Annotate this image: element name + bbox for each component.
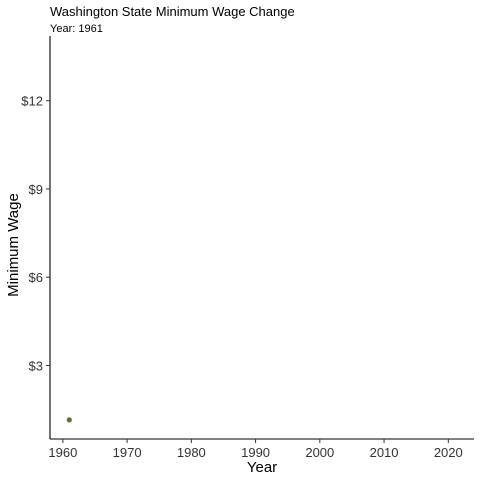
x-tick-label: 1990 [241,445,270,460]
y-tick-label: $12 [21,94,43,109]
y-tick-label: $9 [29,182,43,197]
x-axis-ticks: 1960 1970 1980 1990 2000 2010 2020 [48,439,463,460]
x-axis-title: Year [247,459,277,476]
x-tick-label: 2020 [434,445,463,460]
x-tick-label: 1960 [48,445,77,460]
chart-subtitle: Year: 1961 [50,23,103,35]
x-tick-label: 2000 [305,445,334,460]
x-tick-label: 2010 [370,445,399,460]
y-tick-label: $6 [29,270,43,285]
x-tick-label: 1980 [177,445,206,460]
plot-area [66,417,72,423]
chart-title: Washington State Minimum Wage Change [50,4,295,19]
data-point [66,417,72,423]
y-axis-title: Minimum Wage [5,193,22,297]
y-tick-label: $3 [29,358,43,373]
y-axis-ticks: $3 $6 $9 $12 [21,94,50,373]
x-tick-label: 1970 [113,445,142,460]
